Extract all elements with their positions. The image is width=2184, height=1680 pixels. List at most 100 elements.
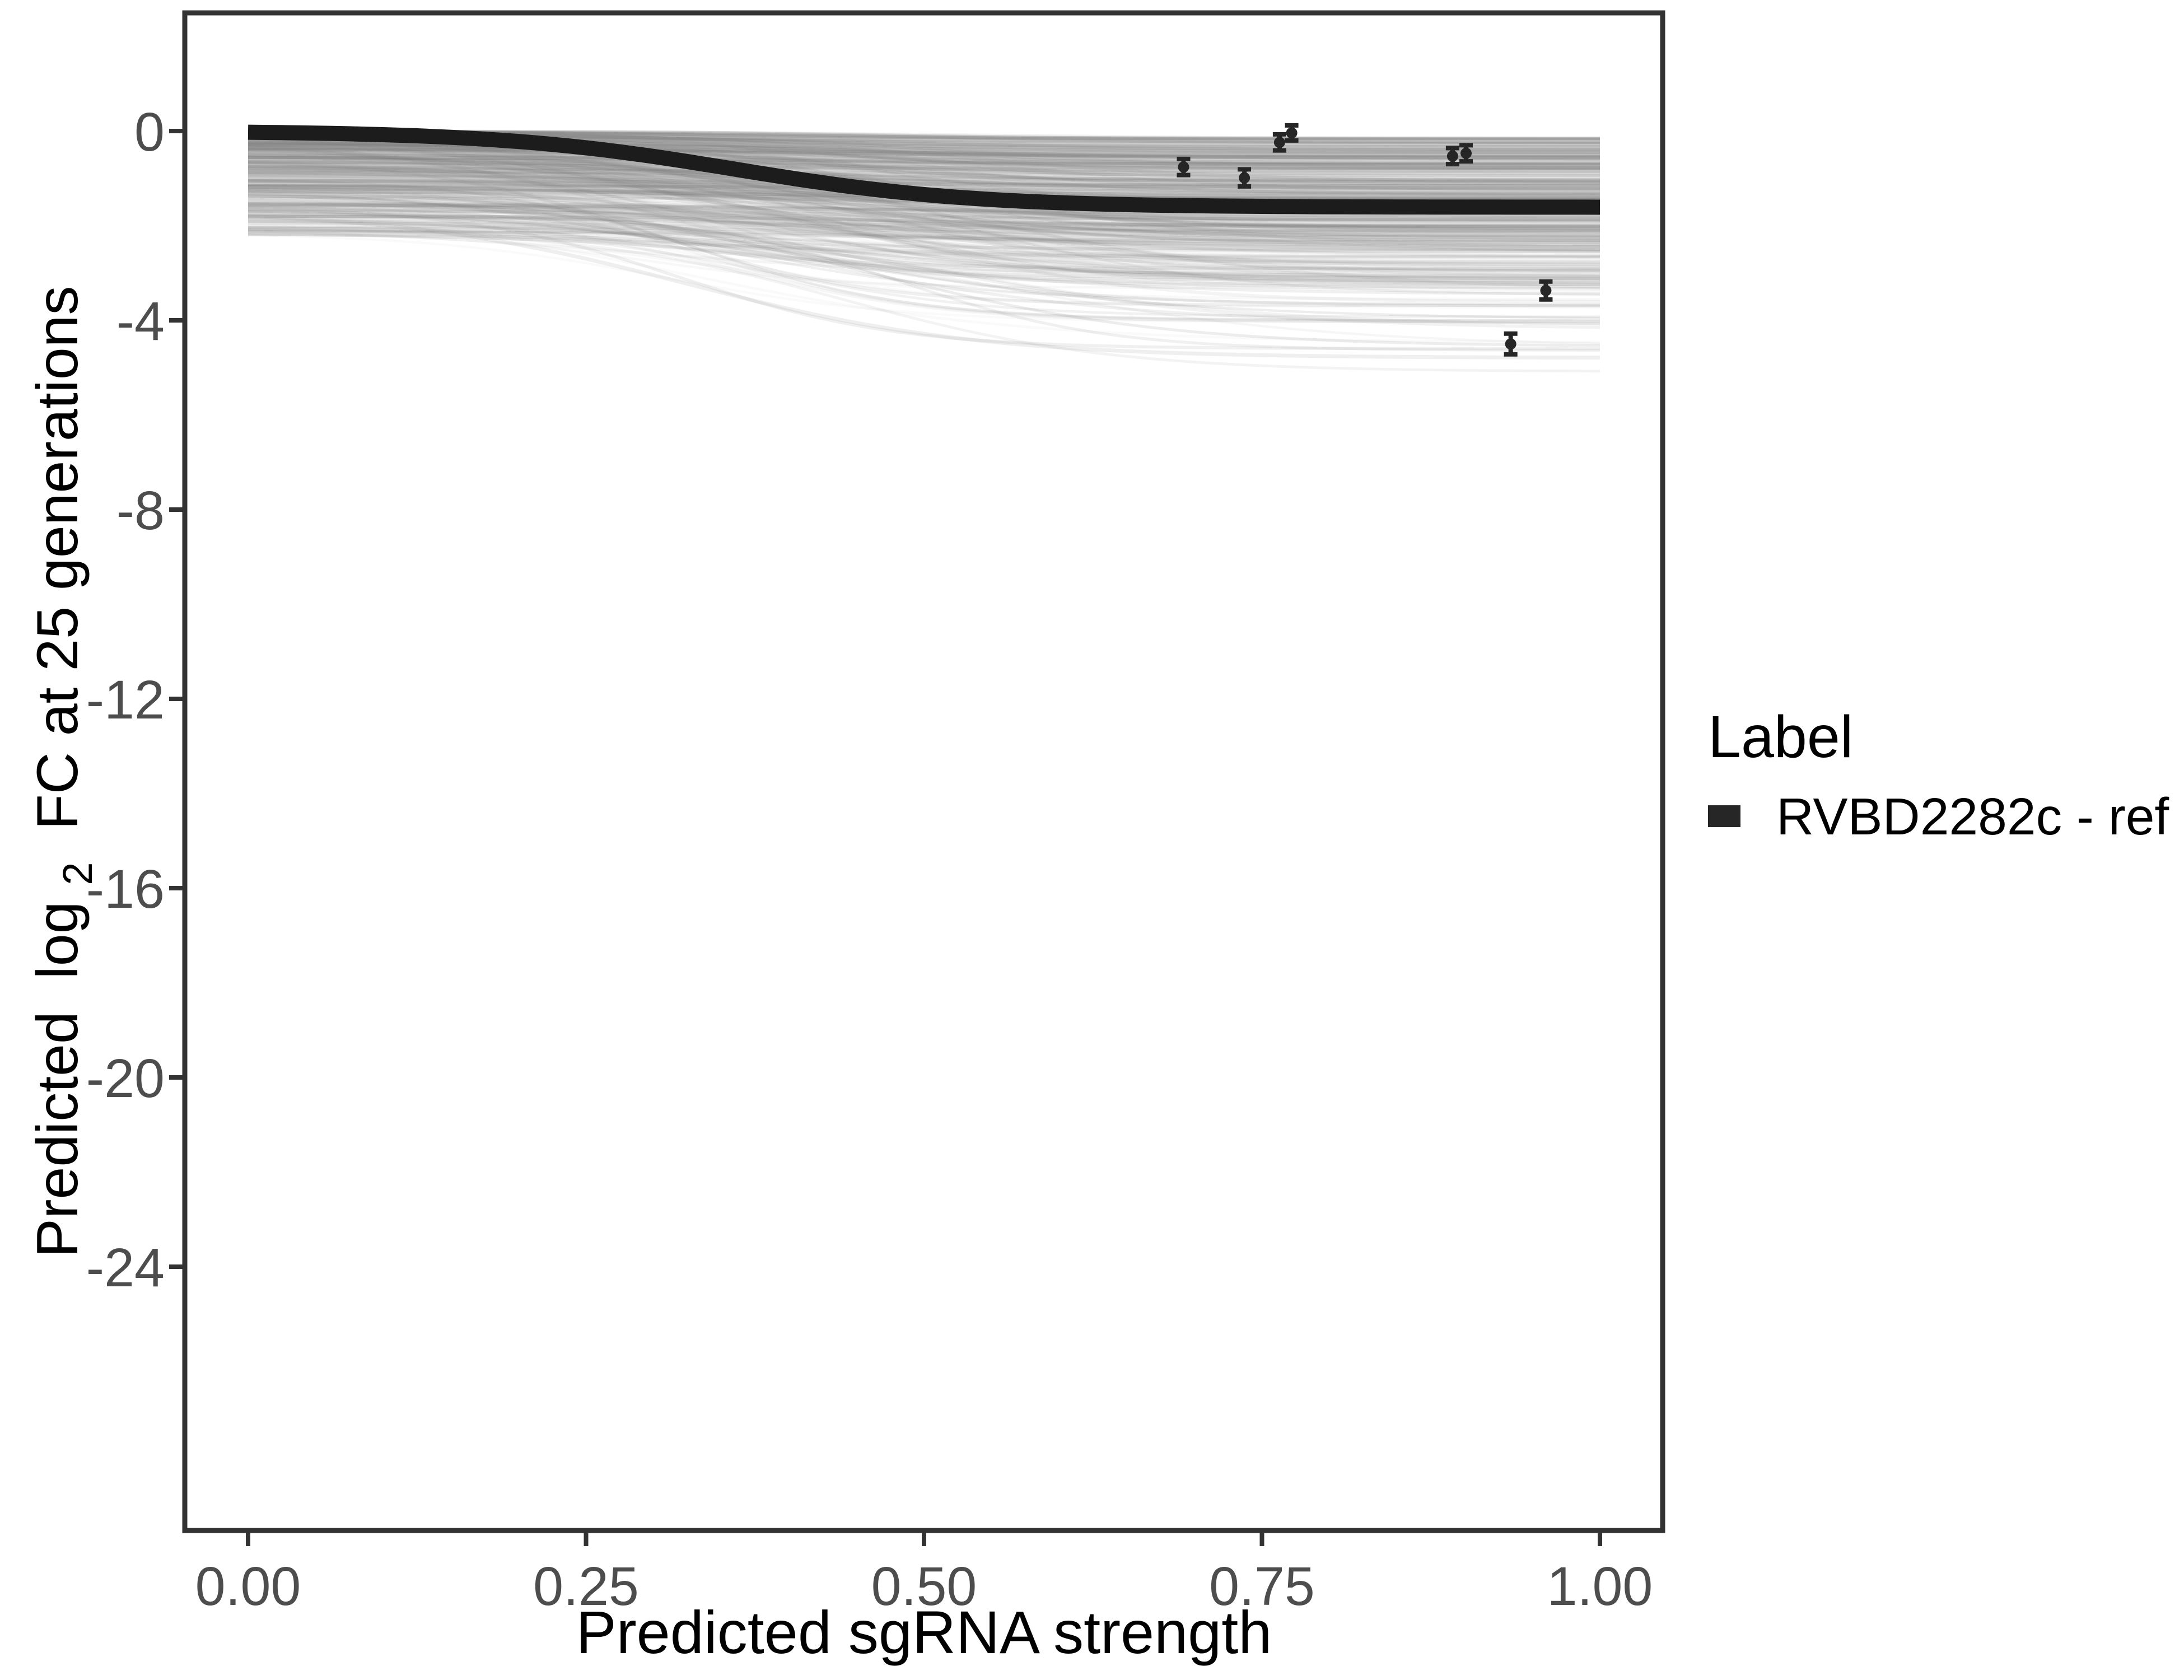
posterior-draw-line [248,203,1600,326]
posterior-draw-line [248,171,1600,181]
posterior-draw-line [248,209,1600,226]
posterior-draw-line [248,167,1600,177]
posterior-draw-line [248,184,1600,237]
posterior-draw-line [248,142,1600,170]
posterior-draw-line [248,144,1600,286]
posterior-draw-line [248,166,1600,232]
posterior-draw-line [248,179,1600,190]
posterior-draw-line [248,228,1600,259]
posterior-draw-line [248,158,1600,248]
posterior-draw-line [248,202,1600,218]
posterior-draw-line [248,143,1600,170]
posterior-draw-line [248,226,1600,250]
posterior-draw-line [248,155,1600,170]
posterior-draw-line [248,152,1600,221]
posterior-draw-line [248,221,1600,284]
posterior-draw-line [248,131,1600,258]
posterior-draw-line [248,166,1600,239]
x-tick-label: 0.75 [1209,1556,1315,1617]
posterior-draw-line [248,183,1600,248]
posterior-draw-line [248,180,1600,191]
posterior-draw-line [248,168,1600,286]
x-tick-label: 0.50 [871,1556,977,1617]
posterior-draw-line [248,228,1600,251]
posterior-draw-line [248,155,1600,166]
posterior-draw-line [248,220,1600,345]
posterior-draw-line [248,173,1600,237]
posterior-draw-line [248,178,1600,189]
posterior-draw-line [248,134,1600,220]
posterior-draw-line [248,161,1600,183]
legend-item-label: RVBD2282c - ref [1776,787,2169,846]
x-axis-title: Predicted sgRNA strength [576,1598,1272,1666]
posterior-draw-line [248,142,1600,228]
posterior-draw-line [248,150,1600,161]
posterior-draw-line [248,155,1600,184]
posterior-draw-line [248,188,1600,290]
posterior-draw-line [248,193,1600,278]
posterior-draw-line [248,172,1600,220]
data-point [1540,284,1552,296]
posterior-draw-line [248,159,1600,171]
posterior-draw-line [248,204,1600,240]
posterior-draw-line [248,135,1600,272]
y-axis-title-part2: FC at 25 generations [25,286,90,846]
posterior-draw-line [248,144,1600,170]
posterior-draw-line [248,169,1600,271]
posterior-draw-line [248,204,1600,258]
posterior-draw-line [248,224,1600,247]
posterior-draw-line [248,155,1600,289]
posterior-draw-line [248,183,1600,280]
posterior-draw-line [248,134,1600,234]
posterior-draw-line [248,148,1600,269]
posterior-draw-line [248,230,1600,258]
posterior-draw-line [248,137,1600,267]
y-axis-title: Predicted log 2 FC at 25 generations [25,286,105,1257]
posterior-draw-line [248,131,1600,239]
posterior-draw-line [248,201,1600,347]
posterior-draw-line [248,193,1600,273]
posterior-draw-line [248,142,1600,166]
posterior-draw-line [248,190,1600,306]
posterior-draw-line [248,152,1600,163]
posterior-draw-line [248,177,1600,188]
posterior-draw-line [248,218,1600,259]
posterior-draw-line [248,148,1600,192]
posterior-draw-line [248,139,1600,190]
posterior-draw-line [248,147,1600,157]
posterior-draw-line [248,212,1600,352]
posterior-draw-line [248,152,1600,228]
posterior-draw-line [248,152,1600,180]
posterior-draw-line [248,186,1600,281]
posterior-draw-line [248,215,1600,228]
posterior-draw-line [248,156,1600,167]
posterior-draw-line [248,193,1600,237]
posterior-draw-line [248,175,1600,186]
posterior-draw-line [248,146,1600,169]
posterior-draw-line [248,224,1600,259]
posterior-draw-line [248,153,1600,166]
posterior-draw-line [248,216,1600,301]
posterior-draw-line [248,220,1600,242]
posterior-draw-line [248,218,1600,274]
observed-points-group [1177,123,1553,357]
posterior-draw-line [248,165,1600,286]
posterior-draw-line [248,167,1600,178]
posterior-draw-line [248,179,1600,321]
posterior-draw-line [248,158,1600,235]
posterior-draw-line [248,186,1600,267]
posterior-draw-line [248,208,1600,264]
posterior-draw-line [248,164,1600,264]
posterior-draw-line [248,148,1600,159]
reference-curve [248,124,1600,215]
posterior-draw-line [248,188,1600,308]
posterior-draw-line [248,163,1600,174]
posterior-draw-line [248,160,1600,286]
posterior-draw-line [248,209,1600,221]
posterior-draw-line [248,154,1600,246]
data-point [1239,172,1250,184]
posterior-draw-line [248,229,1600,272]
y-tick-label: -12 [86,669,165,730]
posterior-draw-line [248,175,1600,266]
